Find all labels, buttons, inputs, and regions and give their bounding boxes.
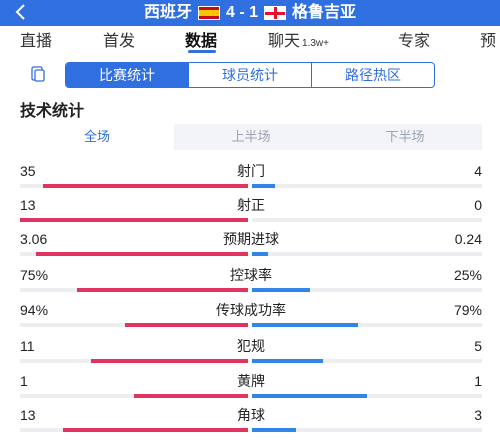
stat-row: 1 黄牌 1: [20, 372, 482, 408]
home-value: 75%: [20, 267, 49, 283]
home-value: 13: [20, 197, 36, 213]
home-value: 3.06: [20, 231, 48, 247]
stat-name: 角球: [237, 407, 265, 423]
home-bar-track: [20, 323, 248, 327]
away-bar-track: [252, 323, 482, 327]
home-value: 35: [20, 163, 36, 179]
georgia-flag-icon: [264, 6, 286, 20]
home-value: 13: [20, 407, 36, 423]
stat-name: 射正: [237, 197, 265, 213]
away-bar: [252, 359, 324, 363]
main-tabs: 直播 首发 数据 聊天 1.3w+ 专家 预: [0, 26, 500, 56]
away-value: 0: [474, 197, 482, 213]
stat-name: 黄牌: [237, 373, 265, 389]
away-bar: [252, 252, 269, 256]
home-value: 94%: [20, 302, 49, 318]
stat-name: 犯规: [237, 338, 265, 354]
away-bar-track: [252, 252, 482, 256]
home-bar-track: [20, 359, 248, 363]
period-second-half[interactable]: 下半场: [385, 129, 425, 144]
document-icon[interactable]: [30, 66, 46, 82]
away-value: 79%: [453, 302, 482, 318]
stat-row: 13 角球 3: [20, 406, 482, 440]
stat-name: 传球成功率: [216, 302, 286, 318]
back-arrow-icon[interactable]: [10, 2, 30, 22]
away-bar: [252, 428, 296, 432]
stat-name: 控球率: [230, 267, 272, 283]
tab-lineup[interactable]: 首发: [103, 33, 136, 50]
away-bar-track: [252, 288, 482, 292]
period-full[interactable]: 全场: [20, 124, 174, 150]
home-bar: [42, 184, 248, 188]
section-title: 技术统计: [20, 103, 85, 120]
away-bar-track: [252, 359, 482, 363]
away-bar: [252, 184, 275, 188]
home-bar: [77, 288, 248, 292]
home-bar: [134, 394, 248, 398]
tab-chat-badge: 1.3w+: [302, 38, 329, 49]
period-selector: 全场 上半场 下半场: [20, 124, 482, 150]
home-bar: [124, 323, 248, 327]
home-bar: [90, 359, 248, 363]
tab-experts[interactable]: 专家: [398, 33, 431, 50]
away-bar-track: [252, 184, 482, 188]
period-first-half[interactable]: 上半场: [231, 129, 271, 144]
stat-row: 94% 传球成功率 79%: [20, 301, 482, 337]
stat-row: 11 犯规 5: [20, 337, 482, 373]
match-header: 西班牙 4 - 1 格鲁吉亚: [0, 0, 500, 26]
tab-chat[interactable]: 聊天 1.3w+: [268, 32, 329, 54]
home-bar-track: [20, 394, 248, 398]
active-tab-indicator: [188, 50, 216, 53]
away-value: 3: [474, 407, 482, 423]
away-value: 0.24: [454, 231, 482, 247]
away-value: 1: [474, 373, 482, 389]
away-bar-track: [252, 394, 482, 398]
stat-row: 75% 控球率 25%: [20, 266, 482, 302]
away-value: 4: [474, 163, 482, 179]
segmented-control: 比赛统计 球员统计 路径热区: [65, 62, 435, 88]
spain-flag-icon: [197, 6, 220, 20]
stat-row: 3.06 预期进球 0.24: [20, 230, 482, 266]
home-value: 11: [20, 338, 35, 354]
home-bar-track: [20, 252, 248, 256]
stat-row: 13 射正 0: [20, 196, 482, 232]
away-bar-track: [252, 428, 482, 432]
tab-live[interactable]: 直播: [20, 33, 53, 50]
match-score: 4 - 1: [225, 4, 258, 21]
away-bar: [252, 323, 358, 327]
home-bar-track: [20, 288, 248, 292]
tab-chat-label: 聊天: [268, 33, 301, 50]
tab-data[interactable]: 数据: [185, 33, 218, 50]
home-bar-track: [20, 184, 248, 188]
home-bar-track: [20, 428, 248, 432]
match-score-line: 西班牙 4 - 1 格鲁吉亚: [0, 3, 500, 23]
home-bar: [20, 218, 248, 222]
away-team-name: 格鲁吉亚: [292, 4, 357, 21]
segment-bar: 比赛统计 球员统计 路径热区: [0, 58, 500, 94]
home-bar-track: [20, 218, 248, 222]
home-value: 1: [20, 373, 28, 389]
home-bar: [63, 428, 248, 432]
away-bar: [252, 394, 367, 398]
away-value: 5: [474, 338, 482, 354]
stat-name: 射门: [237, 163, 265, 179]
tab-predict[interactable]: 预: [480, 33, 497, 50]
stat-row: 35 射门 4: [20, 162, 482, 198]
stat-name: 预期进球: [223, 231, 279, 247]
segment-match-stats[interactable]: 比赛统计: [66, 63, 189, 87]
away-bar-track: [252, 218, 482, 222]
home-bar: [35, 252, 248, 256]
away-value: 25%: [453, 267, 482, 283]
home-team-name: 西班牙: [143, 4, 192, 21]
segment-player-stats[interactable]: 球员统计: [189, 63, 312, 87]
segment-heatmap[interactable]: 路径热区: [345, 67, 401, 83]
away-bar: [252, 288, 310, 292]
